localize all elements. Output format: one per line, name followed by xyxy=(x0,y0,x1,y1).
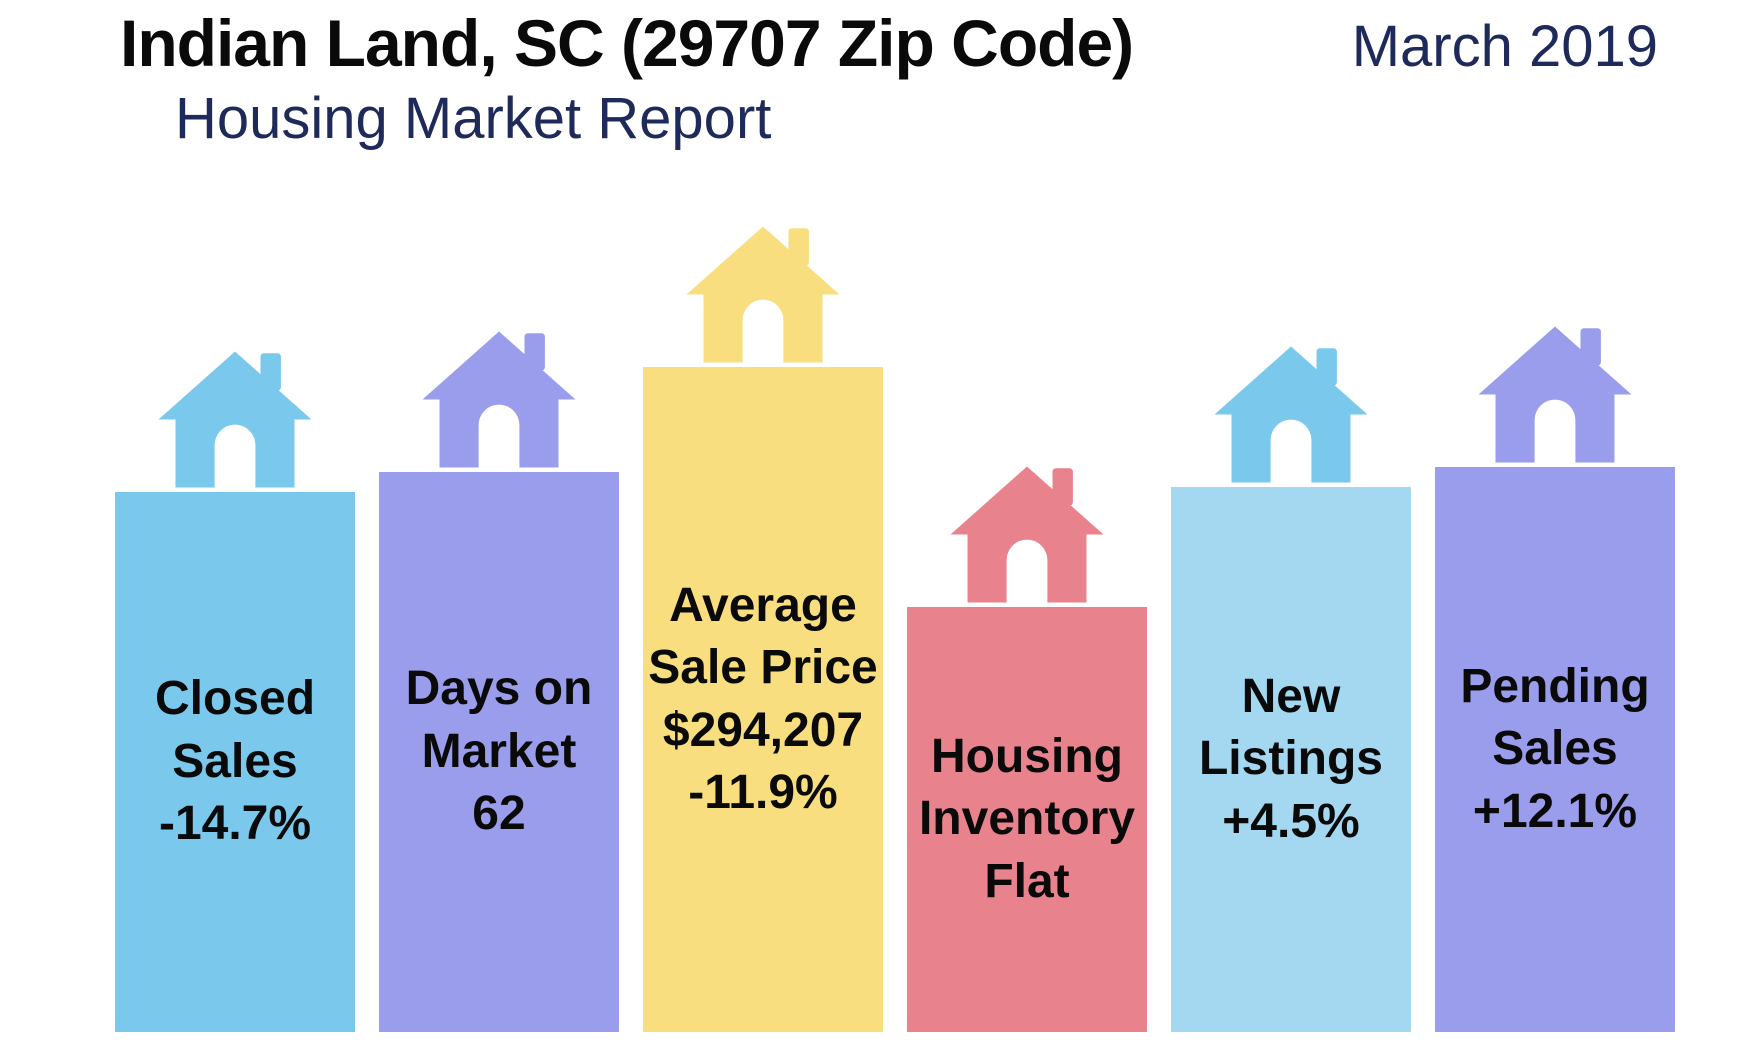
housing-bar-chart: Closed Sales -14.7% Days on Market 62 Av… xyxy=(115,182,1675,1032)
house-icon xyxy=(678,218,848,373)
metric-label: Housing Inventory Flat xyxy=(919,726,1135,913)
metric-label: Days on Market 62 xyxy=(406,658,593,845)
house-icon xyxy=(1470,318,1640,473)
chart-bar: Days on Market 62 xyxy=(379,472,619,1032)
chart-column: New Listings +4.5% xyxy=(1171,338,1411,1032)
header: Indian Land, SC (29707 Zip Code) March 2… xyxy=(0,5,1748,81)
metric-label: Pending Sales +12.1% xyxy=(1460,656,1649,843)
chart-bar: Pending Sales +12.1% xyxy=(1435,467,1675,1032)
house-icon xyxy=(942,458,1112,613)
report-date: March 2019 xyxy=(1352,13,1658,80)
chart-column: Average Sale Price $294,207 -11.9% xyxy=(643,218,883,1032)
house-icon xyxy=(1206,338,1376,493)
chart-column: Days on Market 62 xyxy=(379,323,619,1032)
chart-bar: Housing Inventory Flat xyxy=(907,607,1147,1032)
chart-bar: Closed Sales -14.7% xyxy=(115,492,355,1032)
page-subtitle: Housing Market Report xyxy=(175,85,771,152)
metric-label: New Listings +4.5% xyxy=(1199,666,1383,853)
house-icon xyxy=(150,343,320,498)
metric-label: Average Sale Price $294,207 -11.9% xyxy=(648,575,878,825)
chart-bar: Average Sale Price $294,207 -11.9% xyxy=(643,367,883,1032)
chart-column: Closed Sales -14.7% xyxy=(115,343,355,1032)
chart-column: Pending Sales +12.1% xyxy=(1435,318,1675,1032)
chart-bar: New Listings +4.5% xyxy=(1171,487,1411,1032)
house-icon xyxy=(414,323,584,478)
metric-label: Closed Sales -14.7% xyxy=(155,668,315,855)
chart-column: Housing Inventory Flat xyxy=(907,458,1147,1032)
